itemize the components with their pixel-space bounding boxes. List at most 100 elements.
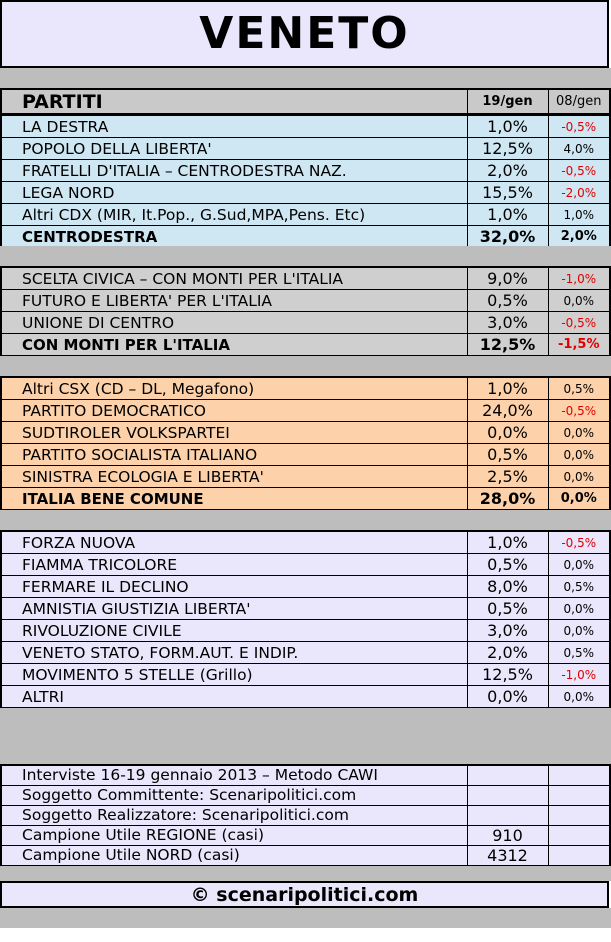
gray-band — [0, 866, 611, 881]
vote-share: 2,5% — [466, 465, 549, 488]
header-label: PARTITI — [0, 88, 468, 115]
info-text: Campione Utile REGIONE (casi) — [0, 825, 468, 846]
vote-share: 24,0% — [466, 399, 549, 422]
party-row: FUTURO E LIBERTA' PER L'ITALIA 0,5% 0,0% — [0, 289, 611, 312]
party-row: PARTITO DEMOCRATICO 24,0% -0,5% — [0, 399, 611, 422]
info-empty-cell — [547, 805, 611, 826]
coalition-name: CENTRODESTRA — [0, 225, 468, 249]
party-row: VENETO STATO, FORM.AUT. E INDIP. 2,0% 0,5% — [0, 641, 611, 664]
info-empty-cell — [547, 785, 611, 806]
vote-share: 8,0% — [466, 575, 549, 598]
previous-share: 0,0% — [547, 597, 611, 620]
info-value: 4312 — [466, 845, 549, 867]
previous-share: 0,5% — [547, 641, 611, 664]
previous-share: -2,0% — [547, 181, 611, 204]
previous-share: 0,0% — [547, 619, 611, 642]
party-name: SUDTIROLER VOLKSPARTEI — [0, 421, 468, 444]
previous-share: -0,5% — [547, 114, 611, 138]
vote-share: 0,5% — [466, 443, 549, 466]
party-name: PARTITO DEMOCRATICO — [0, 399, 468, 422]
previous-share: 0,5% — [547, 575, 611, 598]
vote-share: 0,0% — [466, 685, 549, 709]
previous-share: 0,0% — [547, 443, 611, 466]
party-name: ALTRI — [0, 685, 468, 709]
party-row: RIVOLUZIONE CIVILE 3,0% 0,0% — [0, 619, 611, 642]
party-row: POPOLO DELLA LIBERTA' 12,5% 4,0% — [0, 137, 611, 160]
gray-band — [0, 356, 611, 376]
previous-share: 0,0% — [547, 465, 611, 488]
gray-band — [0, 68, 611, 88]
header-col-current: 19/gen — [466, 88, 549, 115]
party-row: SUDTIROLER VOLKSPARTEI 0,0% 0,0% — [0, 421, 611, 444]
monti-table: SCELTA CIVICA – CON MONTI PER L'ITALIA 9,… — [0, 266, 611, 357]
footer-box: © scenaripolitici.com — [0, 881, 609, 908]
party-row: Altri CDX (MIR, It.Pop., G.Sud,MPA,Pens.… — [0, 203, 611, 226]
gray-band — [0, 708, 611, 764]
party-name: FUTURO E LIBERTA' PER L'ITALIA — [0, 289, 468, 312]
vote-share: 15,5% — [466, 181, 549, 204]
vote-share: 1,0% — [466, 530, 549, 554]
info-value — [466, 785, 549, 806]
previous-share: 0,0% — [547, 685, 611, 709]
centrodestra-table: LA DESTRA 1,0% -0,5% POPOLO DELLA LIBERTA' 1… — [0, 114, 611, 249]
vote-share: 9,0% — [466, 266, 549, 290]
header-col-previous: 08/gen — [547, 88, 611, 115]
vote-share: 2,0% — [466, 159, 549, 182]
vote-share: 12,5% — [466, 137, 549, 160]
party-name: SCELTA CIVICA – CON MONTI PER L'ITALIA — [0, 266, 468, 290]
gray-band — [0, 246, 611, 266]
gray-band — [0, 510, 611, 530]
party-row: UNIONE DI CENTRO 3,0% -0,5% — [0, 311, 611, 334]
other-parties-table: FORZA NUOVA 1,0% -0,5% FIAMMA TRICOLORE 0,5%… — [0, 530, 611, 709]
party-name: AMNISTIA GIUSTIZIA LIBERTA' — [0, 597, 468, 620]
vote-share: 1,0% — [466, 114, 549, 138]
party-row: SCELTA CIVICA – CON MONTI PER L'ITALIA 9,… — [0, 266, 611, 290]
party-name: LEGA NORD — [0, 181, 468, 204]
previous-share: -0,5% — [547, 311, 611, 334]
party-name: VENETO STATO, FORM.AUT. E INDIP. — [0, 641, 468, 664]
previous-share: 0,0% — [547, 289, 611, 312]
info-value — [466, 764, 549, 786]
party-row: LEGA NORD 15,5% -2,0% — [0, 181, 611, 204]
coalition-name: ITALIA BENE COMUNE — [0, 487, 468, 511]
party-row: Altri CSX (CD – DL, Megafono) 1,0% 0,5% — [0, 376, 611, 400]
previous-share: -0,5% — [547, 399, 611, 422]
footer-credit: © scenaripolitici.com — [190, 883, 419, 906]
info-text: Campione Utile NORD (casi) — [0, 845, 468, 867]
vote-share: 12,5% — [466, 663, 549, 686]
vote-share: 0,5% — [466, 289, 549, 312]
vote-share: 28,0% — [466, 487, 549, 511]
info-text: Interviste 16-19 gennaio 2013 – Metodo C… — [0, 764, 468, 786]
previous-share: 0,0% — [547, 553, 611, 576]
info-empty-cell — [547, 845, 611, 867]
total-row: CENTRODESTRA 32,0% 2,0% — [0, 225, 611, 249]
previous-share: -0,5% — [547, 530, 611, 554]
vote-share: 12,5% — [466, 333, 549, 357]
party-row: PARTITO SOCIALISTA ITALIANO 0,5% 0,0% — [0, 443, 611, 466]
info-text: Soggetto Realizzatore: Scenaripolitici.c… — [0, 805, 468, 826]
party-row: ALTRI 0,0% 0,0% — [0, 685, 611, 709]
party-name: SINISTRA ECOLOGIA E LIBERTA' — [0, 465, 468, 488]
party-name: FIAMMA TRICOLORE — [0, 553, 468, 576]
header-table: PARTITI 19/gen 08/gen — [0, 88, 611, 115]
party-name: Altri CSX (CD – DL, Megafono) — [0, 376, 468, 400]
info-row: Campione Utile REGIONE (casi) 910 — [0, 825, 611, 846]
previous-share: -1,0% — [547, 266, 611, 290]
title-box: VENETO — [0, 0, 609, 68]
party-name: MOVIMENTO 5 STELLE (Grillo) — [0, 663, 468, 686]
vote-share: 0,5% — [466, 597, 549, 620]
info-row: Campione Utile NORD (casi) 4312 — [0, 845, 611, 867]
party-name: PARTITO SOCIALISTA ITALIANO — [0, 443, 468, 466]
italia-bene-comune-table: Altri CSX (CD – DL, Megafono) 1,0% 0,5% PAR… — [0, 376, 611, 511]
info-text: Soggetto Committente: Scenaripolitici.co… — [0, 785, 468, 806]
previous-share: 0,0% — [547, 487, 611, 511]
party-name: FRATELLI D'ITALIA – CENTRODESTRA NAZ. — [0, 159, 468, 182]
survey-info-table: Interviste 16-19 gennaio 2013 – Metodo C… — [0, 764, 611, 867]
party-name: RIVOLUZIONE CIVILE — [0, 619, 468, 642]
vote-share: 32,0% — [466, 225, 549, 249]
party-name: LA DESTRA — [0, 114, 468, 138]
total-row: ITALIA BENE COMUNE 28,0% 0,0% — [0, 487, 611, 511]
vote-share: 3,0% — [466, 311, 549, 334]
previous-share: -0,5% — [547, 159, 611, 182]
